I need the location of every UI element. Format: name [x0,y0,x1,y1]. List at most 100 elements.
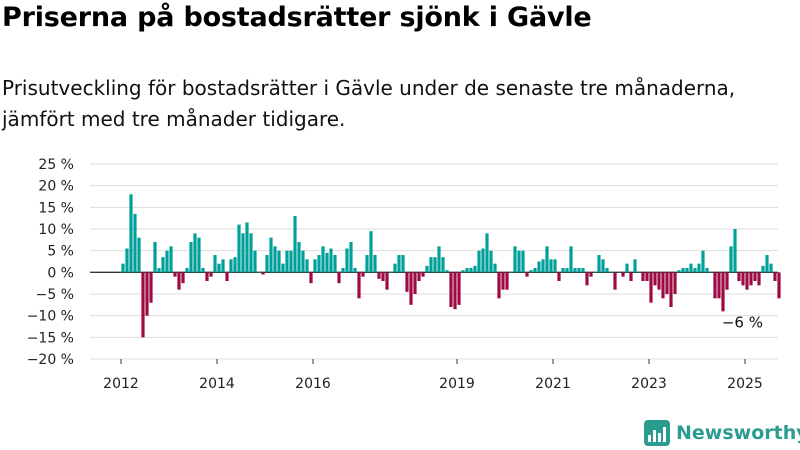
newsworthy-logo-icon [644,420,670,446]
bar [645,272,649,281]
bar [333,255,337,273]
bar [717,272,721,299]
bar [669,272,673,307]
bar [157,268,161,273]
bar [773,272,777,281]
bar [673,272,677,294]
bar [489,250,493,273]
bar [457,272,461,305]
bar [501,272,505,290]
bar [245,222,249,273]
bar [585,272,589,286]
bar [677,270,681,273]
bar [121,263,125,273]
bar [309,272,313,284]
bar [345,248,349,273]
bar [513,246,517,273]
bar [341,268,345,273]
bar [597,255,601,273]
bar [689,263,693,273]
bar [257,272,261,273]
bar [149,272,153,303]
bar [681,268,685,273]
bar [549,259,553,273]
y-tick-label: 20 % [38,179,74,195]
x-tick-label: 2019 [439,376,475,392]
bar [401,255,405,273]
bar [713,272,717,299]
gridlines [90,163,778,360]
bar [545,246,549,273]
bar [357,272,361,299]
bar [125,248,129,273]
bar [705,268,709,273]
bar [129,194,133,273]
x-tick-label: 2021 [535,376,571,392]
bar [281,263,285,273]
bar [521,250,525,273]
x-tick-label: 2012 [103,376,139,392]
bar [145,272,149,316]
bar [485,233,489,273]
bar [777,272,781,299]
bar [237,224,241,273]
bar [413,272,417,294]
bar [433,257,437,273]
y-tick-label: −5 % [36,287,74,303]
bar [293,216,297,273]
bar [165,250,169,273]
bar [409,272,413,305]
y-tick-label: 15 % [38,200,74,216]
bar [629,272,633,281]
bar [173,272,177,277]
bar [249,233,253,273]
bar [709,272,713,273]
bar [661,272,665,299]
bar [321,246,325,273]
bar [761,265,765,273]
x-tick-label: 2025 [727,376,763,392]
bar [229,259,233,273]
bar [217,263,221,273]
bar [325,252,329,273]
bar [337,272,341,284]
bar [221,259,225,273]
bar [573,268,577,273]
bar [197,237,201,273]
bar [153,242,157,273]
bar [509,272,513,273]
bar [201,268,205,273]
bar [605,268,609,273]
bar [449,272,453,307]
bar [261,272,265,275]
bar [269,237,273,273]
y-tick-label: 0 % [47,265,74,281]
bar [365,255,369,273]
bar [241,233,245,273]
bar [769,263,773,273]
x-axis-ticks: 2012 2014 2016 2019 2021 2023 2025 [103,359,763,392]
bar [461,270,465,273]
bar [657,272,661,290]
bar [405,272,409,292]
bar [469,268,473,273]
bar [493,263,497,273]
bar [361,272,365,277]
latest-value-label: −6 % [722,313,763,331]
bar [213,255,217,273]
bar [445,270,449,273]
bar [609,272,613,273]
bar [529,270,533,273]
bar [277,250,281,273]
x-tick-label: 2016 [295,376,331,392]
bar [581,268,585,273]
bar [373,255,377,273]
bar [385,272,389,290]
y-tick-label: −10 % [27,309,74,325]
bar [737,272,741,281]
bar [569,246,573,273]
bar [389,272,393,273]
bar [369,231,373,273]
bar [285,250,289,273]
bar [621,272,625,277]
